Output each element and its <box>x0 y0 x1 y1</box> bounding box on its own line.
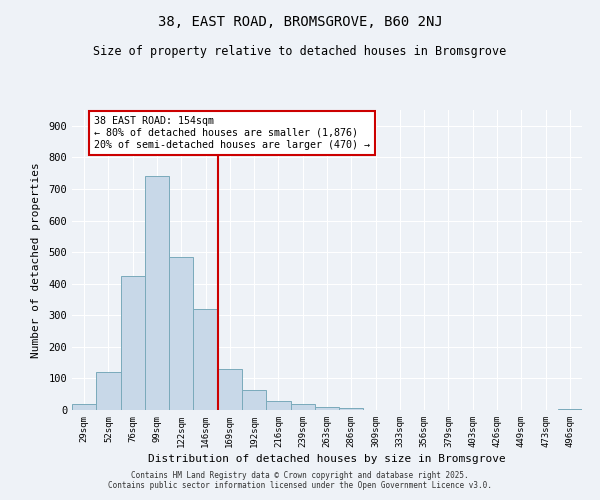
Text: Size of property relative to detached houses in Bromsgrove: Size of property relative to detached ho… <box>94 45 506 58</box>
Bar <box>121 276 145 410</box>
Bar <box>266 400 290 410</box>
Bar <box>193 309 218 410</box>
Bar <box>315 407 339 410</box>
Y-axis label: Number of detached properties: Number of detached properties <box>31 162 41 358</box>
Bar <box>242 390 266 410</box>
Bar <box>218 369 242 410</box>
Bar <box>290 404 315 410</box>
Text: 38, EAST ROAD, BROMSGROVE, B60 2NJ: 38, EAST ROAD, BROMSGROVE, B60 2NJ <box>158 15 442 29</box>
Bar <box>145 176 169 410</box>
Text: Contains HM Land Registry data © Crown copyright and database right 2025.
Contai: Contains HM Land Registry data © Crown c… <box>108 470 492 490</box>
Bar <box>72 404 96 410</box>
X-axis label: Distribution of detached houses by size in Bromsgrove: Distribution of detached houses by size … <box>148 454 506 464</box>
Text: 38 EAST ROAD: 154sqm
← 80% of detached houses are smaller (1,876)
20% of semi-de: 38 EAST ROAD: 154sqm ← 80% of detached h… <box>94 116 370 150</box>
Bar <box>339 408 364 410</box>
Bar <box>169 257 193 410</box>
Bar <box>558 409 582 410</box>
Bar <box>96 372 121 410</box>
